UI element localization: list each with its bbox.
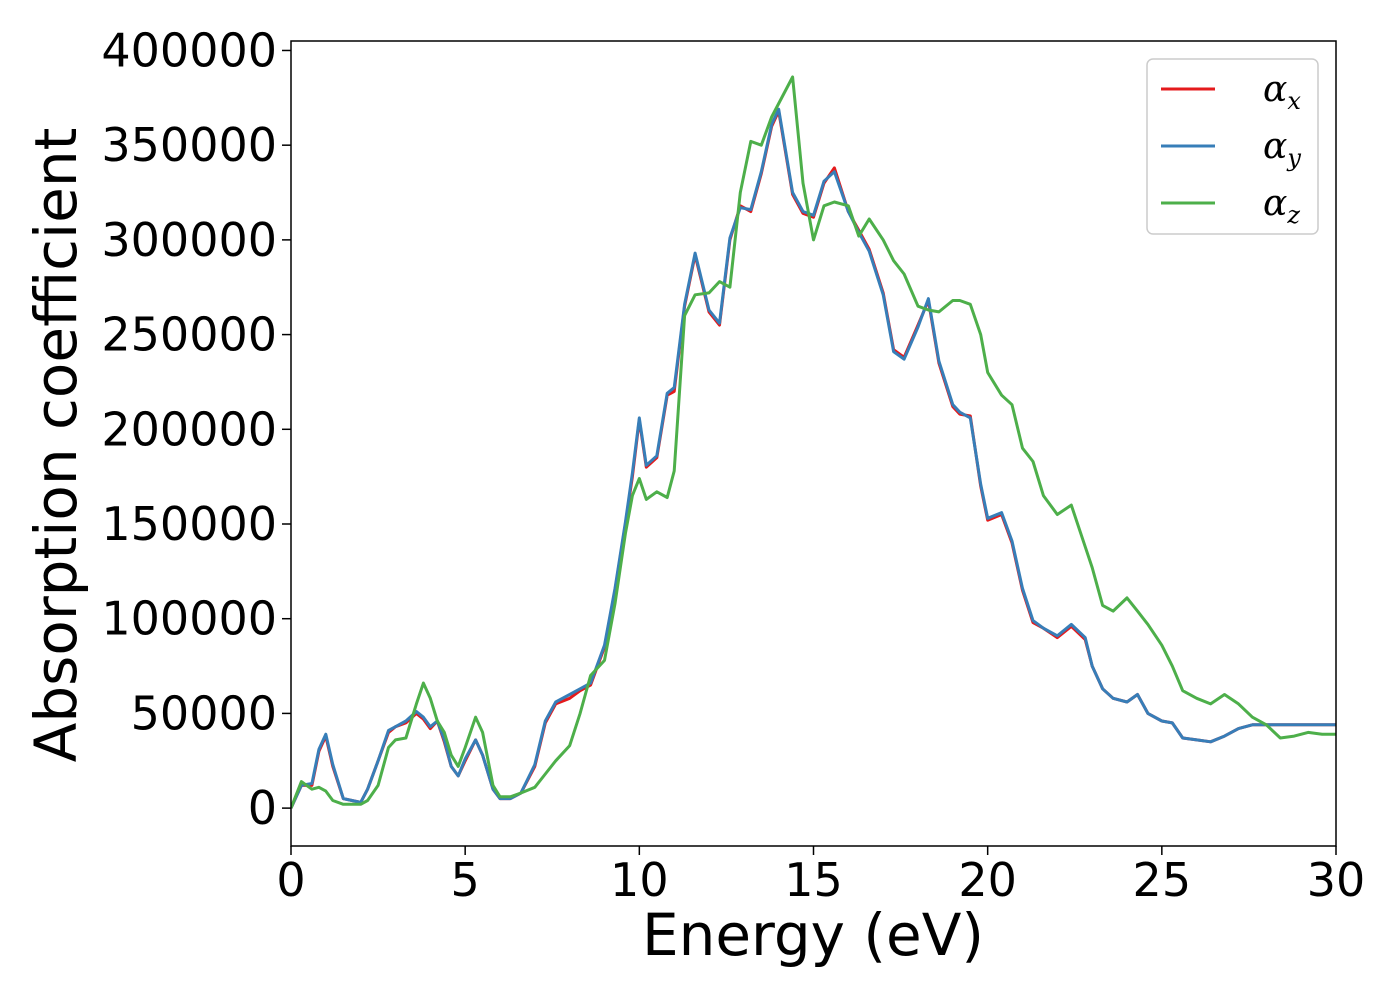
legend-label-z: αz xyxy=(1263,183,1300,229)
y-axis-label: Absorption coefficient xyxy=(22,128,90,763)
axes: 0 5 10 15 20 25 30 0 50000 100000 150000 200000 2500… xyxy=(101,23,1365,907)
x-axis-label: Energy (eV) xyxy=(642,901,984,969)
x-tick-label: 30 xyxy=(1307,853,1366,907)
y-tick-label: 100000 xyxy=(101,592,277,646)
y-tick-label: 350000 xyxy=(101,118,277,172)
legend: αx αy αz xyxy=(1146,58,1319,235)
y-tick-label: 150000 xyxy=(101,497,277,551)
legend-label-x: αx xyxy=(1263,69,1301,115)
x-tick-label: 15 xyxy=(784,853,843,907)
y-tick-label: 50000 xyxy=(131,686,277,740)
legend-label-y: αy xyxy=(1263,126,1301,172)
y-tick-label: 0 xyxy=(248,781,277,835)
legend-box xyxy=(1146,58,1319,235)
y-tick-label: 250000 xyxy=(101,308,277,362)
x-tick-label: 0 xyxy=(276,853,305,907)
x-tick-label: 10 xyxy=(610,853,669,907)
series-line-z xyxy=(291,75,1336,809)
x-tick-label: 5 xyxy=(451,853,480,907)
y-tick-label: 400000 xyxy=(101,23,277,77)
plot-area xyxy=(291,75,1336,809)
x-tick-label: 25 xyxy=(1133,853,1192,907)
y-tick-label: 200000 xyxy=(101,402,277,456)
x-tick-label: 20 xyxy=(958,853,1017,907)
y-tick-label: 300000 xyxy=(101,213,277,267)
